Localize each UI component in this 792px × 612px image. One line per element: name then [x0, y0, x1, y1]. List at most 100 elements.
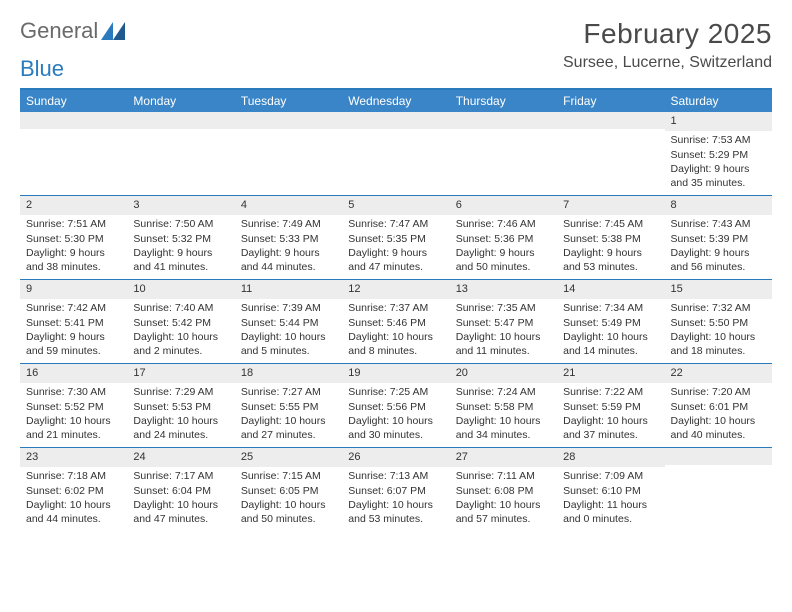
day-cell: 15Sunrise: 7:32 AMSunset: 5:50 PMDayligh…	[665, 280, 772, 363]
daylight-text: Daylight: 9 hours and 59 minutes.	[26, 330, 121, 358]
day-body: Sunrise: 7:51 AMSunset: 5:30 PMDaylight:…	[20, 215, 127, 279]
sunrise-text: Sunrise: 7:32 AM	[671, 301, 766, 315]
daylight-text: Daylight: 10 hours and 2 minutes.	[133, 330, 228, 358]
day-number: 15	[665, 280, 772, 299]
sunrise-text: Sunrise: 7:53 AM	[671, 133, 766, 147]
day-body: Sunrise: 7:27 AMSunset: 5:55 PMDaylight:…	[235, 383, 342, 447]
day-cell: 13Sunrise: 7:35 AMSunset: 5:47 PMDayligh…	[450, 280, 557, 363]
day-number: 5	[342, 196, 449, 215]
day-cell: 7Sunrise: 7:45 AMSunset: 5:38 PMDaylight…	[557, 196, 664, 279]
day-cell: 28Sunrise: 7:09 AMSunset: 6:10 PMDayligh…	[557, 448, 664, 531]
day-cell: 10Sunrise: 7:40 AMSunset: 5:42 PMDayligh…	[127, 280, 234, 363]
day-cell: 22Sunrise: 7:20 AMSunset: 6:01 PMDayligh…	[665, 364, 772, 447]
sunset-text: Sunset: 5:49 PM	[563, 316, 658, 330]
daylight-text: Daylight: 9 hours and 50 minutes.	[456, 246, 551, 274]
daylight-text: Daylight: 10 hours and 53 minutes.	[348, 498, 443, 526]
sunset-text: Sunset: 5:29 PM	[671, 148, 766, 162]
dayhead-sat: Saturday	[665, 90, 772, 112]
dayhead-wed: Wednesday	[342, 90, 449, 112]
sunset-text: Sunset: 5:33 PM	[241, 232, 336, 246]
sunrise-text: Sunrise: 7:13 AM	[348, 469, 443, 483]
sunset-text: Sunset: 6:04 PM	[133, 484, 228, 498]
day-number	[127, 112, 234, 129]
sunrise-text: Sunrise: 7:35 AM	[456, 301, 551, 315]
sunrise-text: Sunrise: 7:34 AM	[563, 301, 658, 315]
sunrise-text: Sunrise: 7:30 AM	[26, 385, 121, 399]
day-cell	[235, 112, 342, 195]
day-number: 3	[127, 196, 234, 215]
daylight-text: Daylight: 10 hours and 40 minutes.	[671, 414, 766, 442]
day-number: 8	[665, 196, 772, 215]
sunset-text: Sunset: 5:46 PM	[348, 316, 443, 330]
sunset-text: Sunset: 5:30 PM	[26, 232, 121, 246]
daylight-text: Daylight: 10 hours and 57 minutes.	[456, 498, 551, 526]
day-number: 19	[342, 364, 449, 383]
daylight-text: Daylight: 10 hours and 50 minutes.	[241, 498, 336, 526]
daylight-text: Daylight: 10 hours and 18 minutes.	[671, 330, 766, 358]
day-number: 7	[557, 196, 664, 215]
sunset-text: Sunset: 5:36 PM	[456, 232, 551, 246]
daylight-text: Daylight: 10 hours and 44 minutes.	[26, 498, 121, 526]
sunrise-text: Sunrise: 7:25 AM	[348, 385, 443, 399]
day-cell: 21Sunrise: 7:22 AMSunset: 5:59 PMDayligh…	[557, 364, 664, 447]
day-body: Sunrise: 7:22 AMSunset: 5:59 PMDaylight:…	[557, 383, 664, 447]
sunrise-text: Sunrise: 7:40 AM	[133, 301, 228, 315]
day-number: 22	[665, 364, 772, 383]
day-number	[342, 112, 449, 129]
day-body: Sunrise: 7:47 AMSunset: 5:35 PMDaylight:…	[342, 215, 449, 279]
day-body: Sunrise: 7:49 AMSunset: 5:33 PMDaylight:…	[235, 215, 342, 279]
day-number	[235, 112, 342, 129]
day-cell: 2Sunrise: 7:51 AMSunset: 5:30 PMDaylight…	[20, 196, 127, 279]
day-body: Sunrise: 7:30 AMSunset: 5:52 PMDaylight:…	[20, 383, 127, 447]
sunset-text: Sunset: 5:42 PM	[133, 316, 228, 330]
day-cell: 3Sunrise: 7:50 AMSunset: 5:32 PMDaylight…	[127, 196, 234, 279]
week-row: 1Sunrise: 7:53 AMSunset: 5:29 PMDaylight…	[20, 112, 772, 195]
sunset-text: Sunset: 5:50 PM	[671, 316, 766, 330]
daylight-text: Daylight: 10 hours and 14 minutes.	[563, 330, 658, 358]
dayhead-thu: Thursday	[450, 90, 557, 112]
day-body: Sunrise: 7:50 AMSunset: 5:32 PMDaylight:…	[127, 215, 234, 279]
day-body: Sunrise: 7:32 AMSunset: 5:50 PMDaylight:…	[665, 299, 772, 363]
sunrise-text: Sunrise: 7:47 AM	[348, 217, 443, 231]
daylight-text: Daylight: 10 hours and 8 minutes.	[348, 330, 443, 358]
daylight-text: Daylight: 10 hours and 47 minutes.	[133, 498, 228, 526]
dayhead-tue: Tuesday	[235, 90, 342, 112]
dayhead-sun: Sunday	[20, 90, 127, 112]
day-body: Sunrise: 7:40 AMSunset: 5:42 PMDaylight:…	[127, 299, 234, 363]
day-body: Sunrise: 7:15 AMSunset: 6:05 PMDaylight:…	[235, 467, 342, 531]
day-number: 18	[235, 364, 342, 383]
month-title: February 2025	[563, 18, 772, 50]
day-number: 6	[450, 196, 557, 215]
day-number: 27	[450, 448, 557, 467]
day-number: 4	[235, 196, 342, 215]
day-cell	[342, 112, 449, 195]
daylight-text: Daylight: 9 hours and 44 minutes.	[241, 246, 336, 274]
day-body: Sunrise: 7:43 AMSunset: 5:39 PMDaylight:…	[665, 215, 772, 279]
calendar: Sunday Monday Tuesday Wednesday Thursday…	[20, 88, 772, 531]
sunrise-text: Sunrise: 7:39 AM	[241, 301, 336, 315]
daylight-text: Daylight: 10 hours and 5 minutes.	[241, 330, 336, 358]
day-number: 26	[342, 448, 449, 467]
weeks-container: 1Sunrise: 7:53 AMSunset: 5:29 PMDaylight…	[20, 112, 772, 531]
day-cell: 24Sunrise: 7:17 AMSunset: 6:04 PMDayligh…	[127, 448, 234, 531]
sunset-text: Sunset: 5:55 PM	[241, 400, 336, 414]
day-body: Sunrise: 7:17 AMSunset: 6:04 PMDaylight:…	[127, 467, 234, 531]
sunset-text: Sunset: 5:41 PM	[26, 316, 121, 330]
daylight-text: Daylight: 9 hours and 56 minutes.	[671, 246, 766, 274]
sunrise-text: Sunrise: 7:17 AM	[133, 469, 228, 483]
day-cell: 23Sunrise: 7:18 AMSunset: 6:02 PMDayligh…	[20, 448, 127, 531]
day-number: 20	[450, 364, 557, 383]
day-cell	[127, 112, 234, 195]
sunrise-text: Sunrise: 7:15 AM	[241, 469, 336, 483]
daylight-text: Daylight: 10 hours and 30 minutes.	[348, 414, 443, 442]
sunset-text: Sunset: 5:32 PM	[133, 232, 228, 246]
sunset-text: Sunset: 5:38 PM	[563, 232, 658, 246]
day-body: Sunrise: 7:37 AMSunset: 5:46 PMDaylight:…	[342, 299, 449, 363]
sunset-text: Sunset: 6:02 PM	[26, 484, 121, 498]
day-number: 17	[127, 364, 234, 383]
sunset-text: Sunset: 5:44 PM	[241, 316, 336, 330]
logo: General	[20, 18, 125, 44]
daylight-text: Daylight: 10 hours and 11 minutes.	[456, 330, 551, 358]
day-body: Sunrise: 7:11 AMSunset: 6:08 PMDaylight:…	[450, 467, 557, 531]
sunset-text: Sunset: 5:47 PM	[456, 316, 551, 330]
